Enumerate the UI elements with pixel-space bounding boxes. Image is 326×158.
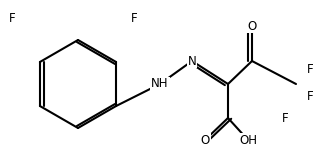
Text: F: F (307, 89, 314, 103)
Text: F: F (131, 12, 137, 24)
Text: O: O (200, 134, 210, 146)
Text: F: F (282, 112, 288, 125)
Text: N: N (188, 55, 196, 67)
Text: F: F (9, 12, 15, 24)
Text: NH: NH (151, 78, 169, 91)
Text: F: F (307, 64, 314, 76)
Text: O: O (247, 19, 257, 33)
Text: OH: OH (239, 134, 257, 146)
